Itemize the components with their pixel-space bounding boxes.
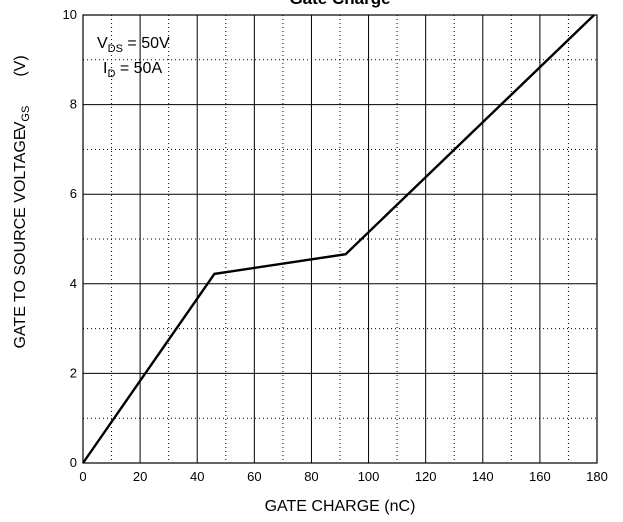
x-tick-label: 80 (304, 469, 318, 484)
x-tick-label: 140 (472, 469, 494, 484)
x-tick-label: 20 (133, 469, 147, 484)
x-axis-title: GATE CHARGE (nC) (265, 498, 416, 515)
svg-text:ID = 50A: ID = 50A (103, 60, 162, 80)
data-series (82, 14, 595, 464)
y-tick-label: 2 (70, 365, 77, 380)
x-tick-label: 180 (586, 469, 608, 484)
x-tick-label: 40 (190, 469, 204, 484)
x-tick-label: 100 (358, 469, 380, 484)
y-axis-symbol: VGS (12, 106, 32, 133)
plot-frame (82, 14, 598, 464)
y-tick-label: 0 (70, 455, 77, 470)
y-tick-labels: 0 2 4 6 8 10 (63, 7, 77, 470)
y-tick-label: 4 (70, 276, 77, 291)
x-tick-label: 120 (415, 469, 437, 484)
y-axis-unit: (V) (12, 55, 29, 76)
x-tick-label: 160 (529, 469, 551, 484)
grid-minor (83, 15, 597, 463)
grid-major (83, 15, 597, 463)
y-tick-label: 10 (63, 7, 77, 22)
gate-charge-curve (82, 14, 595, 464)
y-axis-title: GATE TO SOURCE VOLTAGE (12, 129, 29, 348)
svg-text:VGS: VGS (12, 106, 32, 133)
annotation-vds: VDS = 50V (97, 35, 170, 55)
svg-text:VDS = 50V: VDS = 50V (97, 35, 170, 55)
x-tick-label: 60 (247, 469, 261, 484)
chart-title: Gate Charge (289, 0, 390, 8)
x-tick-label: 0 (79, 469, 86, 484)
x-tick-labels: 0 20 40 60 80 100 120 140 160 180 (79, 469, 607, 484)
y-tick-label: 6 (70, 186, 77, 201)
annotation-id: ID = 50A (103, 60, 162, 80)
svg-text:GATE TO SOURCE VOLTAGE: GATE TO SOURCE VOLTAGE (12, 129, 29, 348)
svg-text:(V): (V) (12, 55, 29, 76)
y-tick-label: 8 (70, 97, 77, 112)
